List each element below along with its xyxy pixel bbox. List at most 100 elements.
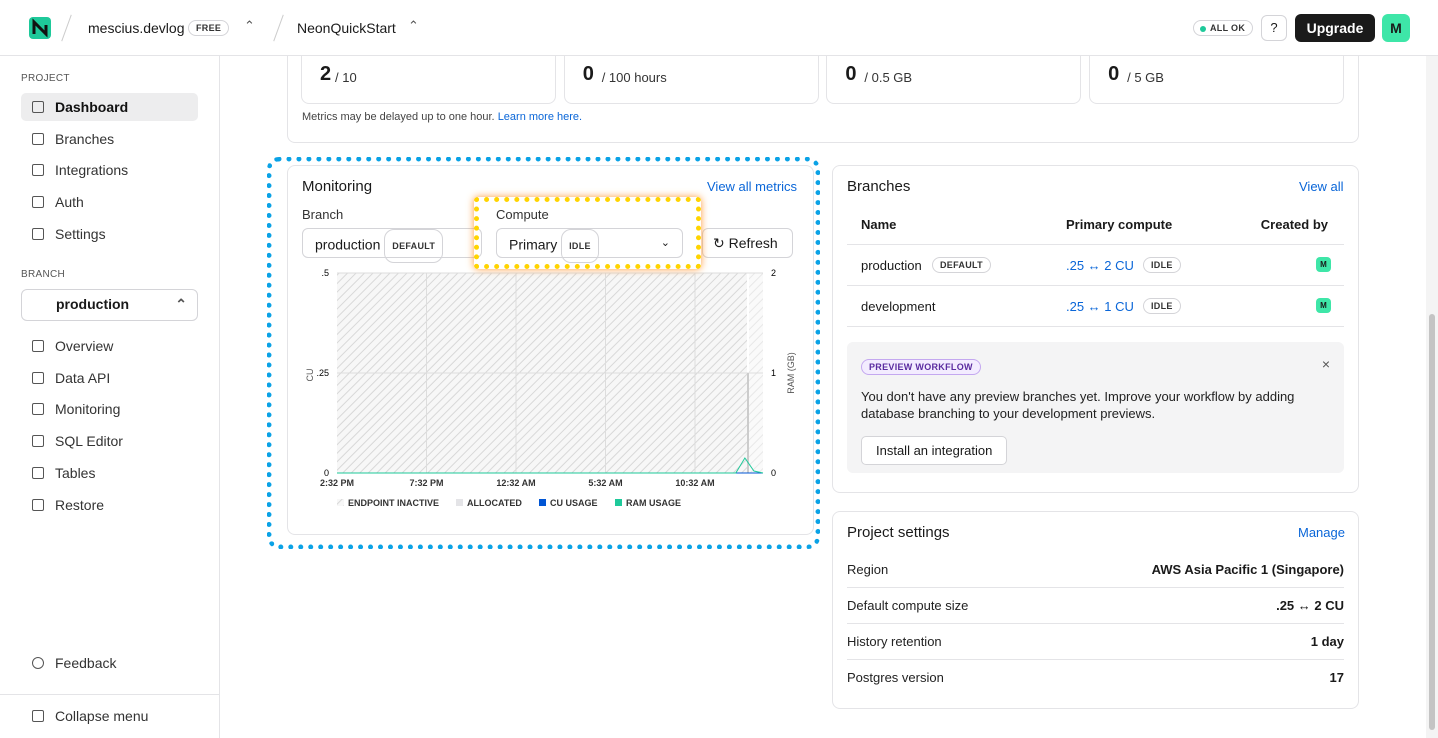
highlight-compute <box>474 197 701 269</box>
branch-name[interactable]: development <box>861 298 936 314</box>
usage-limit: / 10 <box>335 70 357 85</box>
upgrade-button[interactable]: Upgrade <box>1295 14 1375 42</box>
compute-size[interactable]: .25 ↔ 2 CU <box>1066 258 1134 273</box>
legend-label: ALLOCATED <box>467 498 522 508</box>
usage-value: 0 <box>582 63 594 85</box>
view-all-branches[interactable]: View all <box>1299 179 1344 194</box>
close-button[interactable]: × <box>1321 356 1330 372</box>
compute-select[interactable]: Primary IDLE ⌄ <box>496 228 683 263</box>
preview-badge: PREVIEW WORKFLOW <box>861 359 981 375</box>
scrollbar[interactable] <box>1426 56 1438 738</box>
nav-label: Auth <box>55 194 84 211</box>
refresh-button[interactable]: ↻ Refresh <box>702 228 793 258</box>
nav-item[interactable]: Restore <box>21 491 198 519</box>
default-badge: DEFAULT <box>384 229 444 263</box>
y2-tick-label: 1 <box>771 368 776 378</box>
y-tick-label: .5 <box>321 268 329 278</box>
row-divider <box>847 623 1344 624</box>
select-value: production <box>315 236 381 253</box>
usage-card: 0 / 5 GB <box>1089 56 1345 104</box>
card-title: Monitoring <box>302 178 373 195</box>
compute-size[interactable]: .25 ↔ 1 CU <box>1066 298 1134 314</box>
idle-badge: IDLE <box>1143 297 1181 314</box>
nav-item[interactable]: Dashboard <box>21 93 198 121</box>
nav-label: Restore <box>55 496 105 513</box>
nav-item[interactable]: Monitoring <box>21 395 198 423</box>
legend-swatch <box>337 499 344 506</box>
note-text: Metrics may be delayed up to one hour. <box>302 111 495 123</box>
y-tick-label: 0 <box>324 468 329 478</box>
nav-item[interactable]: Integrations <box>21 156 198 184</box>
nav-item[interactable]: Branches <box>21 125 198 153</box>
preview-box: PREVIEW WORKFLOW × You don't have any pr… <box>847 342 1344 473</box>
install-integration-button[interactable]: Install an integration <box>861 436 1008 465</box>
select-value: Primary <box>509 236 558 253</box>
usage-note: Metrics may be delayed up to one hour. L… <box>302 111 582 123</box>
x-tick-label: 2:32 PM <box>320 478 354 488</box>
status-badge[interactable]: ALL OK <box>1193 20 1254 36</box>
y2-axis-label: RAM (GB) <box>786 352 796 394</box>
usage-value: 0 <box>845 63 857 85</box>
legend-swatch <box>615 499 622 506</box>
row-divider <box>847 587 1344 588</box>
nav-item[interactable]: Overview <box>21 332 198 360</box>
setting-label: Postgres version <box>847 670 944 685</box>
setting-value: .25 ↔ 2 CU <box>1276 598 1344 613</box>
card-title: Project settings <box>847 524 950 541</box>
branch-name: production <box>56 296 130 312</box>
view-all-metrics[interactable]: View all metrics <box>707 179 798 194</box>
legend-label: RAM USAGE <box>626 498 681 508</box>
nav-label: Settings <box>55 225 106 242</box>
nav-label: Tables <box>55 464 96 481</box>
setting-value: 1 day <box>1310 634 1344 649</box>
project-name[interactable]: NeonQuickStart <box>297 20 396 36</box>
idle-badge: IDLE <box>561 229 599 263</box>
table-header: Primary compute <box>1066 217 1173 232</box>
y2-tick-label: 2 <box>771 268 776 278</box>
nav-item[interactable]: Tables <box>21 459 198 487</box>
usage-value: 0 <box>1108 63 1120 85</box>
button-label: Refresh <box>728 235 778 251</box>
legend-swatch <box>456 499 463 506</box>
monitoring-card: Monitoring View all metrics Branch produ… <box>287 165 814 535</box>
status-text: ALL OK <box>1210 23 1246 33</box>
help-button[interactable]: ? <box>1261 15 1287 41</box>
row-divider <box>847 659 1344 660</box>
creator-avatar: M <box>1316 297 1331 313</box>
nav-label: Data API <box>55 369 111 386</box>
feedback-link[interactable]: Feedback <box>21 649 198 677</box>
sidebar: PROJECT BRANCH production ⌃ Feedback Coll… <box>0 56 220 738</box>
manage-link[interactable]: Manage <box>1298 525 1345 540</box>
nav-label: Branches <box>55 130 115 147</box>
nav-item[interactable]: SQL Editor <box>21 427 198 455</box>
branch-selector[interactable]: production ⌃ <box>21 289 198 321</box>
nav-item[interactable]: Settings <box>21 220 198 248</box>
org-name[interactable]: mescius.devlog <box>88 20 185 36</box>
learn-more-link[interactable]: Learn more here. <box>497 111 583 123</box>
nav-label: Monitoring <box>55 401 121 418</box>
setting-value: AWS Asia Pacific 1 (Singapore) <box>1151 562 1344 577</box>
setting-label: History retention <box>847 634 942 649</box>
nav-item[interactable]: Auth <box>21 188 198 216</box>
branch-select[interactable]: production DEFAULT <box>302 228 482 263</box>
y2-tick-label: 0 <box>771 468 776 478</box>
setting-value: 17 <box>1329 670 1344 685</box>
collapse-button[interactable]: Collapse menu <box>21 702 198 730</box>
table-header: Name <box>861 217 897 232</box>
creator-avatar: M <box>1316 257 1331 272</box>
default-badge: DEFAULT <box>932 257 991 273</box>
preview-text: You don't have any preview branches yet.… <box>861 389 1295 421</box>
nav-label: Feedback <box>55 655 117 671</box>
idle-badge: IDLE <box>1143 257 1181 273</box>
settings-card: Project settings Manage Region AWS Asia P… <box>832 511 1359 709</box>
usage-limit: / 100 hours <box>601 70 667 85</box>
nav-label: SQL Editor <box>55 433 123 450</box>
logo[interactable] <box>28 16 52 40</box>
row-divider <box>847 244 1344 245</box>
nav-item[interactable]: Data API <box>21 364 198 392</box>
avatar[interactable]: M <box>1382 14 1410 42</box>
legend-swatch <box>539 499 546 506</box>
branch-name[interactable]: production <box>861 258 922 273</box>
y-axis-label: CU <box>305 369 315 382</box>
x-tick-label: 5:32 AM <box>588 478 622 488</box>
